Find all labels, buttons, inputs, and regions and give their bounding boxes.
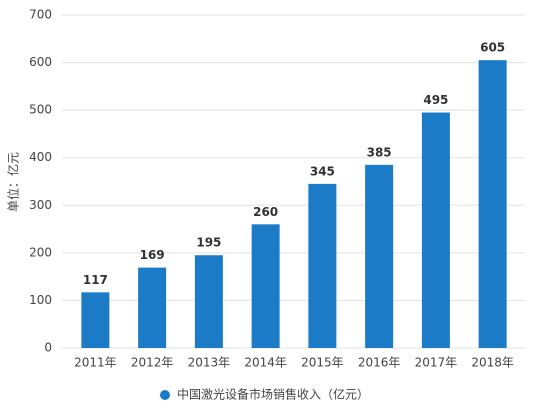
x-tick-label: 2012年 — [131, 356, 174, 370]
bar — [478, 60, 507, 348]
bar — [365, 164, 394, 348]
x-tick-label: 2017年 — [415, 356, 458, 370]
data-label: 195 — [196, 236, 221, 250]
x-tick-label: 2018年 — [471, 356, 514, 370]
bar — [81, 292, 110, 348]
y-tick-label: 100 — [29, 293, 52, 307]
data-label: 385 — [367, 145, 392, 159]
data-label: 169 — [140, 248, 165, 262]
bar — [138, 267, 167, 348]
bar — [194, 255, 223, 348]
bar — [421, 112, 450, 349]
legend-label: 中国激光设备市场销售收入（亿元） — [177, 387, 369, 402]
bar — [308, 183, 337, 348]
x-tick-label: 2016年 — [358, 356, 401, 370]
data-label: 117 — [83, 273, 108, 287]
y-tick-label: 200 — [29, 245, 52, 259]
legend-marker — [160, 390, 170, 400]
y-tick-label: 500 — [29, 103, 52, 117]
y-tick-label: 0 — [44, 341, 52, 355]
y-axis-label: 单位：亿元 — [6, 152, 21, 212]
data-label: 605 — [480, 41, 505, 55]
data-label: 345 — [310, 164, 335, 178]
y-tick-label: 400 — [29, 150, 52, 164]
data-label: 495 — [423, 93, 448, 107]
y-tick-label: 300 — [29, 198, 52, 212]
x-tick-label: 2014年 — [244, 356, 287, 370]
y-tick-label: 700 — [29, 8, 52, 22]
x-tick-label: 2015年 — [301, 356, 344, 370]
y-tick-label: 600 — [29, 55, 52, 69]
bar — [251, 224, 280, 348]
x-tick-label: 2013年 — [188, 356, 231, 370]
data-label: 260 — [253, 205, 278, 219]
x-tick-label: 2011年 — [74, 356, 117, 370]
